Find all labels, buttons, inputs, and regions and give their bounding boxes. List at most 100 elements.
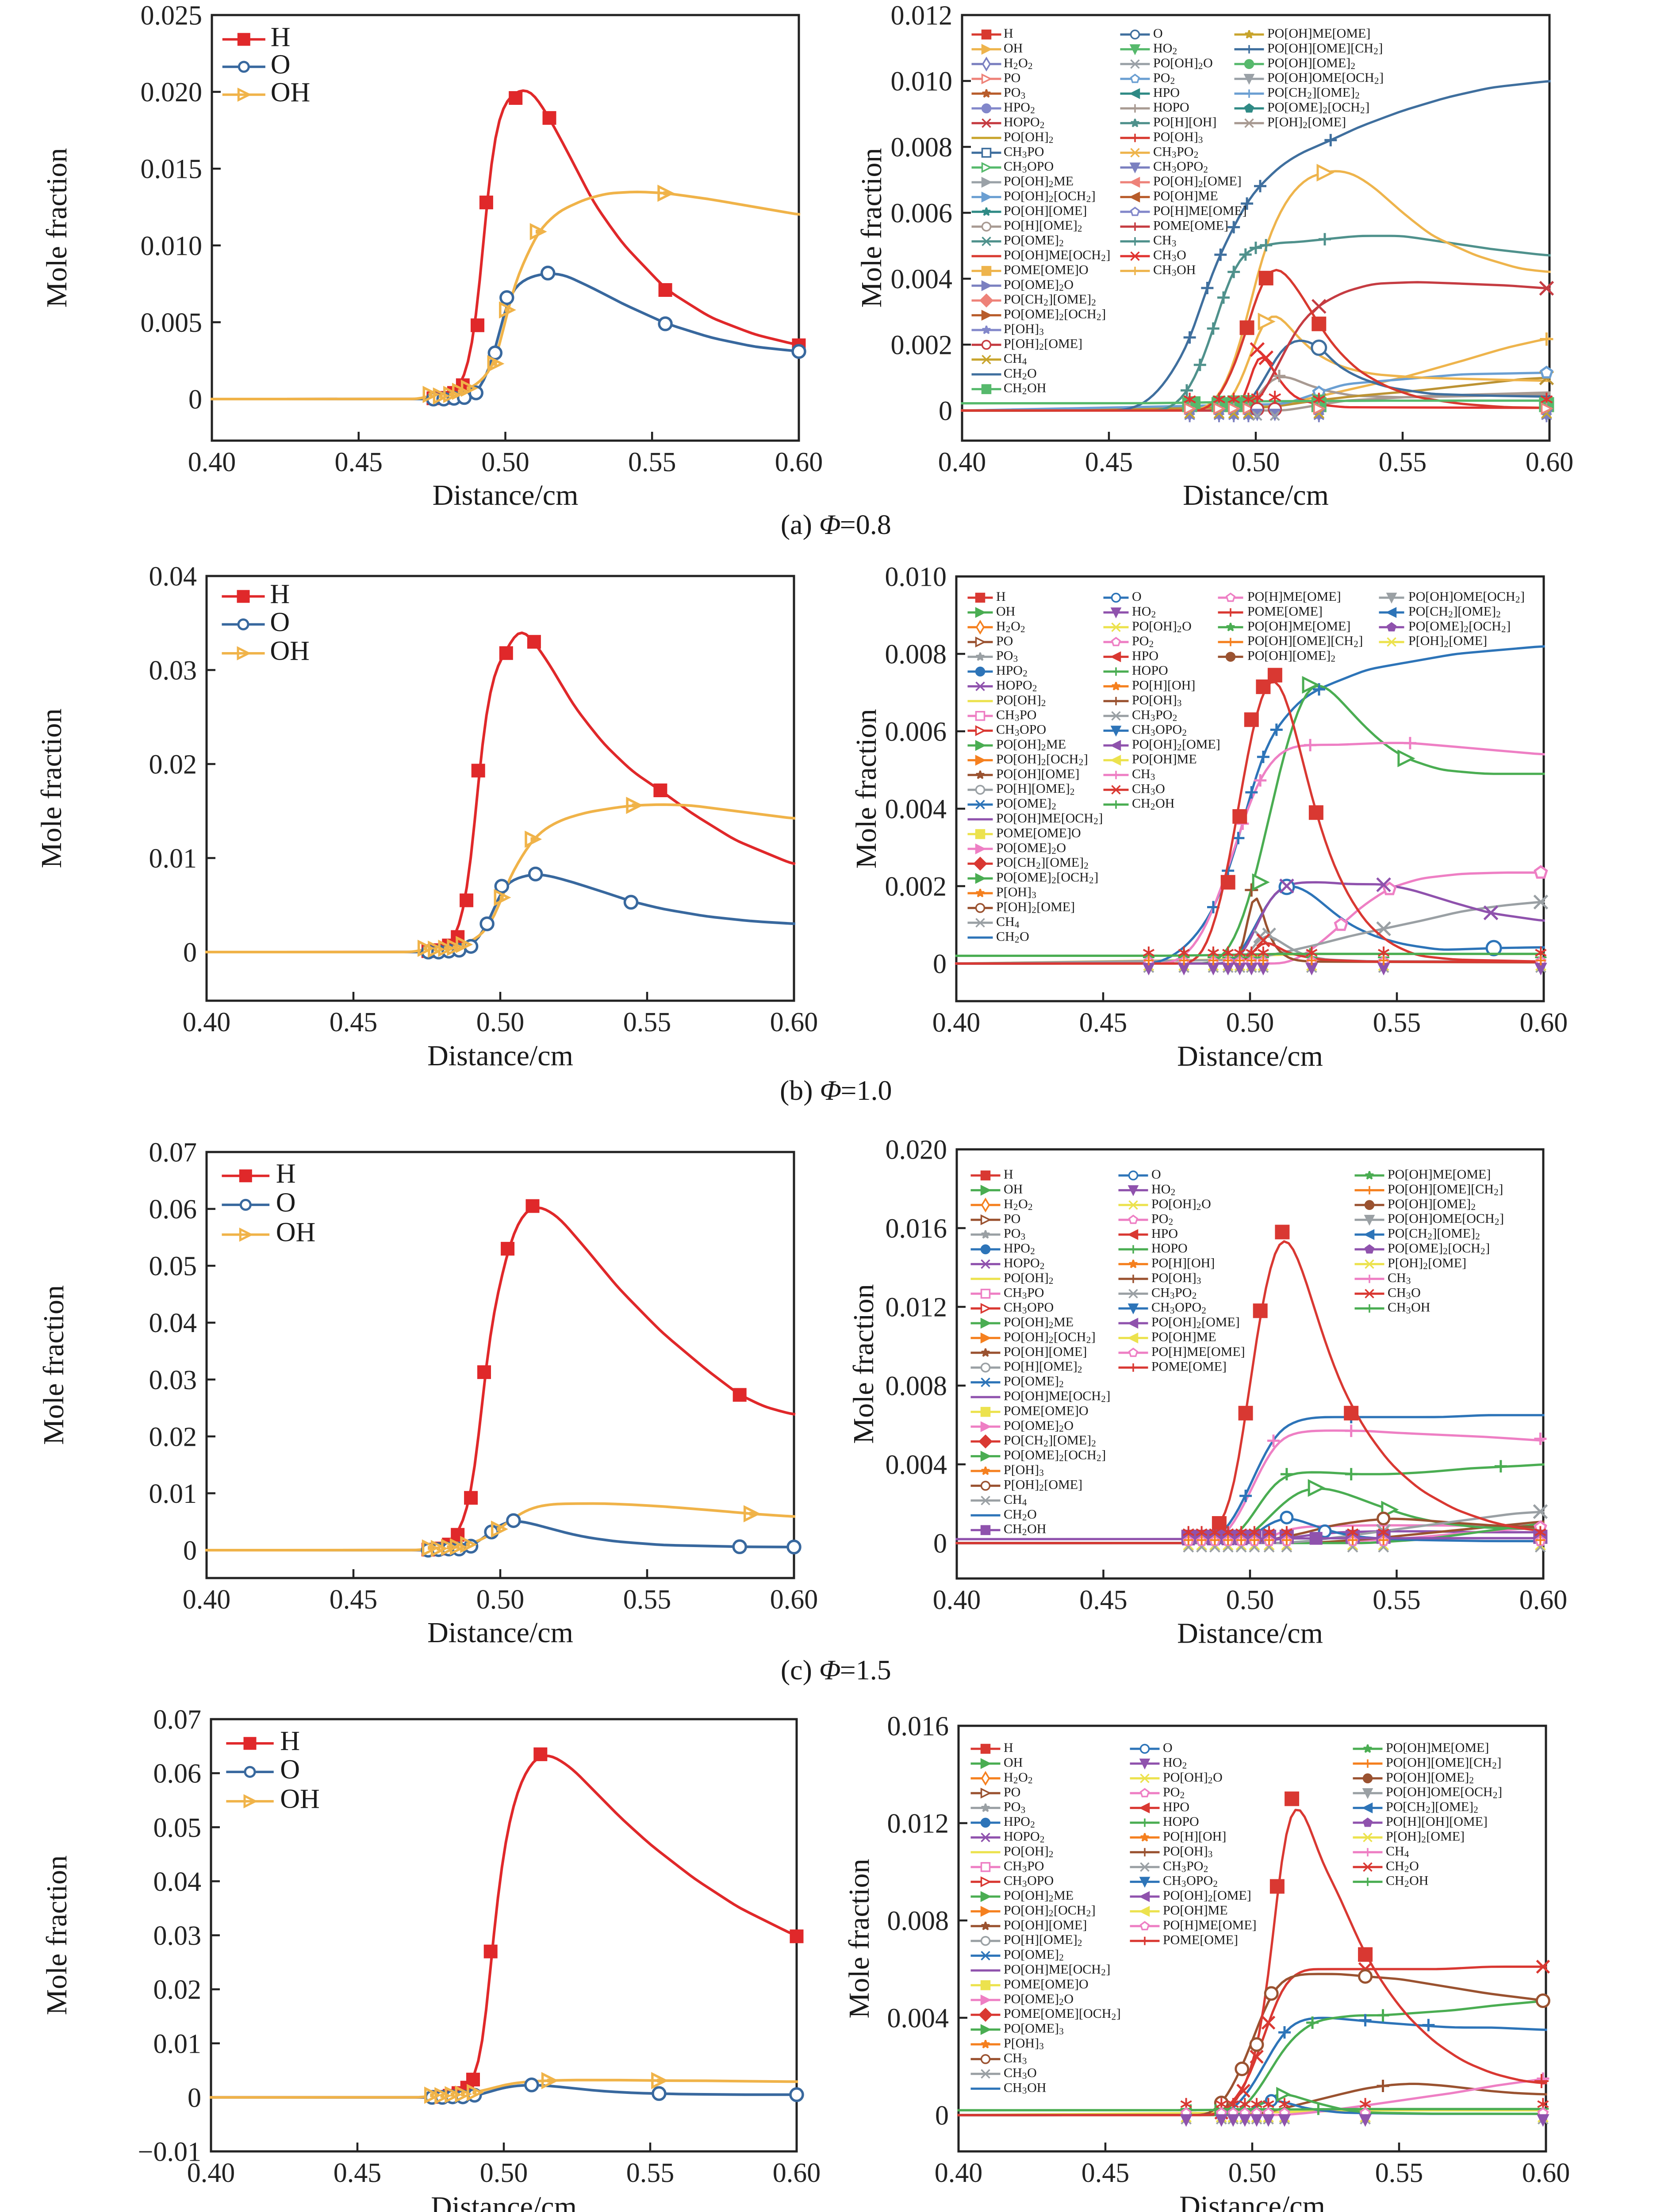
svg-text:0.02: 0.02 [153,1975,202,2005]
svg-text:C H P O: C H P O 3 [1004,144,1046,160]
svg-text:PO[H][OH]: PO[H][OH] [1151,1256,1215,1271]
svg-text:0.005: 0.005 [141,308,203,338]
svg-text:P O [ O: P O [ O H ] O 2 [1153,56,1215,71]
svg-text:0.45: 0.45 [330,1007,378,1037]
svg-text:P O [ O: P O [ O H ] M E 2 [996,737,1068,753]
svg-text:C H O H: C H O H 3 [1388,1300,1432,1316]
svg-text:P O [ O: P O [ O H ] [ O M E ] 2 [1386,1770,1474,1786]
svg-text:0.60: 0.60 [770,1585,818,1615]
svg-text:H O 2 2: H O 2 2 [1004,56,1033,71]
svg-text:Distance/cm: Distance/cm [431,2191,577,2212]
svg-text:C H 3: C H 3 [1388,1271,1411,1286]
svg-text:C H O P: C H O P O 3 2 [1153,159,1208,175]
svg-text:C H 4: C H 4 [1004,1492,1027,1508]
svg-text:P O [ O: P O [ O M E ] O 2 [1004,1992,1075,2007]
svg-text:P O [ H: P O [ H ] [ O M E ] 2 [1004,1932,1082,1948]
svg-text:P O [ O: P O [ O M E ] [ O C H ] 2 2 [1388,1241,1492,1256]
svg-text:P O 2: P O 2 [1151,1211,1173,1227]
svg-text:P O [ O: P O [ O H ] [ O M E ] [ C H ] 2 [1388,1182,1505,1197]
svg-text:0.008: 0.008 [886,1371,947,1402]
svg-text:0.07: 0.07 [149,1138,197,1168]
svg-text:0.002: 0.002 [891,330,953,361]
svg-text:0.50: 0.50 [1226,1008,1274,1038]
svg-text:C H O H: C H O H 2 [1386,1874,1430,1889]
svg-text:P [ O H: P [ O H ] 3 [1004,2036,1044,2051]
svg-text:P [ O H: P [ O H ] [ O M E ] 2 [1004,336,1084,352]
svg-text:P O 2: P O 2 [1153,70,1175,86]
svg-text:0: 0 [939,396,952,426]
svg-text:H: H [1004,1167,1013,1182]
svg-text:P O [ C: P O [ C H ] [ O M E ] 2 2 [1408,604,1501,619]
svg-text:P [ O H: P [ O H ] [ O M E ] 2 [1386,1829,1466,1844]
svg-text:0.04: 0.04 [149,562,197,592]
svg-text:0.04: 0.04 [149,1308,197,1338]
svg-text:P O [ O: P O [ O M E ] [ O C H ] 2 2 [1004,307,1108,323]
svg-text:PO[OH]ME[OME]: PO[OH]ME[OME] [1267,26,1370,41]
svg-text:H O 2 2: H O 2 2 [1004,1770,1033,1786]
svg-text:P O [ O: P O [ O H ] [ O M E ] 2 [1151,1315,1242,1330]
svg-text:PO[OH]ME[OME]: PO[OH]ME[OME] [1247,619,1350,634]
svg-text:0.03: 0.03 [149,656,197,686]
svg-text:C H O P: C H O P O 3 [1004,1300,1055,1316]
svg-text:P O [ O: P O [ O H ] M E [ O C H ] 2 [1004,248,1112,263]
svg-text:H: H [276,1159,296,1189]
svg-text:0.55: 0.55 [1373,1585,1421,1615]
svg-text:PO[OH]ME[OME]: PO[OH]ME[OME] [1386,1740,1489,1755]
svg-text:0.01: 0.01 [149,1479,197,1509]
svg-text:H: H [280,1726,300,1756]
svg-text:P O [ C: P O [ C H ] [ O M E ] 2 2 [996,855,1089,871]
svg-text:0.40: 0.40 [187,2158,235,2188]
svg-text:P O [ H: P O [ H ] [ O M E ] 2 [1004,218,1082,234]
svg-text:PO[OH][OME]: PO[OH][OME] [996,767,1079,781]
svg-text:C H O 2: C H O 2 [1004,366,1039,381]
svg-text:P O [ O: P O [ O H ] [ O C H ] 2 2 [1004,188,1097,204]
svg-text:P O [ O: P O [ O H ] [ O C H ] 2 2 [1004,1903,1097,1918]
svg-text:0: 0 [933,1529,947,1559]
svg-text:HOPO: HOPO [1163,1814,1199,1829]
svg-text:O: O [271,50,291,80]
svg-text:P O [ O: P O [ O H ] M E 2 [1004,1888,1075,1904]
svg-text:0.45: 0.45 [1079,1008,1127,1038]
svg-text:P O 3: P O 3 [996,649,1018,664]
svg-text:0.40: 0.40 [938,447,986,477]
svg-text:C H O P: C H O P O 3 2 [1163,1874,1218,1889]
svg-text:OH: OH [270,636,310,666]
svg-text:C H 3: C H 3 [1132,767,1155,782]
svg-text:0.40: 0.40 [935,2158,983,2188]
svg-text:0.50: 0.50 [481,447,529,477]
svg-text:0.010: 0.010 [141,231,203,261]
svg-text:POME[OME]: POME[OME] [1153,218,1228,233]
svg-text:H O 2 2: H O 2 2 [1004,1197,1033,1212]
svg-text:H: H [1004,26,1013,41]
svg-text:0.50: 0.50 [1232,447,1280,477]
svg-text:0.60: 0.60 [1519,1585,1568,1615]
svg-text:P O [ O: P O [ O H ] 2 [1004,130,1053,145]
svg-text:0.012: 0.012 [891,1,953,31]
svg-text:P O [ O: P O [ O H ] O M E [ O C H ] 2 [1267,70,1385,86]
svg-text:P O [ O: P O [ O M E ] [ O C H ] 2 2 [1004,1448,1108,1463]
svg-text:O: O [270,607,290,637]
svg-text:0: 0 [188,2083,201,2113]
svg-text:POME[OME]O: POME[OME]O [1004,1404,1089,1418]
svg-text:0.05: 0.05 [153,1813,202,1843]
svg-text:POME[OME]: POME[OME] [1247,604,1323,619]
svg-text:0.008: 0.008 [885,640,947,670]
svg-text:P [ O H: P [ O H ] 3 [996,885,1036,900]
svg-text:C H 4: C H 4 [996,914,1020,930]
svg-text:P O [ O: P O [ O H ] [ O M E ] 2 [1267,56,1355,71]
svg-text:P O [ O: P O [ O H ] [ O M E ] 2 [1132,737,1222,753]
svg-text:PO[H][OH]: PO[H][OH] [1153,115,1216,130]
svg-text:0.006: 0.006 [891,199,953,229]
svg-text:0.006: 0.006 [885,717,947,747]
svg-text:Distance/cm: Distance/cm [427,1617,573,1649]
svg-text:C H O H: C H O H 2 [1004,1522,1048,1537]
svg-text:0.50: 0.50 [476,1585,525,1615]
svg-text:HOPO: HOPO [1151,1241,1188,1256]
svg-text:P O [ O: P O [ O H ] 3 [1132,693,1181,708]
svg-text:POME[OME]: POME[OME] [1163,1932,1238,1947]
svg-text:P [ O H: P [ O H ] [ O M E ] 2 [1388,1256,1468,1271]
svg-text:P O [ O: P O [ O H ] 3 [1153,130,1203,145]
svg-text:C H P O: C H P O 3 2 [1151,1285,1196,1301]
svg-text:P O [ O: P O [ O M E ] 2 [1004,233,1064,249]
svg-text:0.45: 0.45 [330,1585,378,1615]
